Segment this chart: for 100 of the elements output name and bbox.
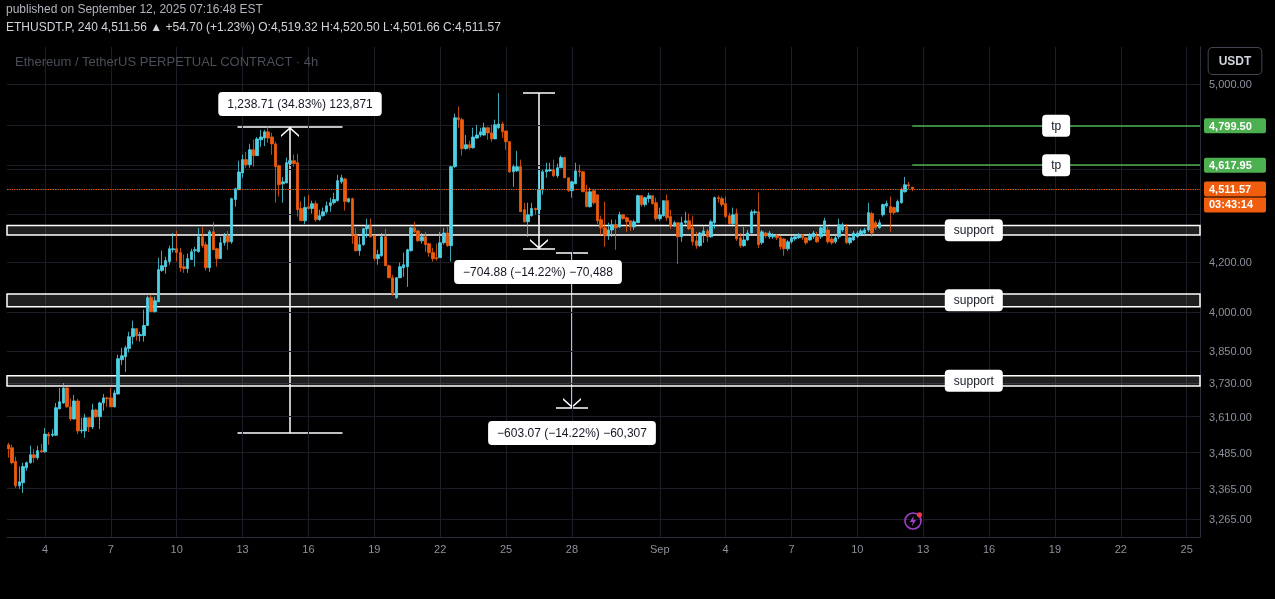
x-tick-label: 22 [1114,542,1127,555]
candlestick [534,207,537,216]
candlestick [662,200,665,218]
candlestick [310,200,314,214]
candlestick [647,192,651,204]
candlestick [47,431,50,446]
candlestick [837,218,841,240]
candlestick [424,231,427,253]
band-label: support [953,223,995,238]
y-tick-label: 3,850.00 [1209,344,1252,357]
candlestick [878,219,881,230]
text: 03:43:14 [1209,197,1254,210]
candlestick [244,151,248,169]
candlestick [329,197,332,213]
candlestick [109,387,113,408]
x-tick-label: 4 [722,542,729,555]
candlestick [186,253,189,274]
candlestick [757,192,760,249]
candlestick [486,126,490,141]
candlestick [435,243,438,261]
candlestick [263,129,266,147]
candlestick [852,230,855,242]
y-tick-label: 4,000.00 [1209,305,1252,318]
y-tick-label: 3,365.00 [1209,482,1252,495]
candlestick [226,230,230,251]
candlestick [614,219,618,251]
candlestick [797,232,801,240]
candlestick [94,408,98,419]
candlestick [691,215,694,247]
candlestick [867,202,870,233]
candlestick [80,417,83,434]
candlestick [889,196,892,233]
y-tick-label: 3,610.00 [1209,410,1252,423]
candlestick [845,223,848,245]
candlestick [603,201,607,248]
candlestick [801,233,804,241]
candlestick [629,220,632,232]
candlestick [760,229,764,246]
candlestick [643,196,647,208]
x-tick-label: 25 [1180,542,1193,555]
annotation: −704.88 (−14.22%) −70,488 [463,265,614,279]
candlestick [610,219,614,238]
x-tick-label: 4 [41,542,49,555]
annotation: −603.07 (−14.22%) −60,307 [497,426,648,440]
candlestick [490,124,493,143]
candlestick [771,232,775,240]
x-tick-label: 19 [368,542,381,555]
candlestick [808,232,812,242]
candlestick [208,229,211,273]
y-tick-label: 5,000.00 [1209,77,1252,90]
candlestick [742,226,746,248]
candlestick [87,416,91,433]
candlestick [438,231,442,259]
y-tick-label: 3,265.00 [1209,513,1252,526]
candlestick [446,226,449,248]
candlestick [83,413,87,439]
x-tick-label: 28 [565,542,579,555]
candlestick [21,462,25,494]
candlestick [706,228,709,243]
candlestick [482,122,486,137]
candlestick [607,222,610,241]
candlestick [782,237,786,257]
candlestick [248,143,252,169]
x-tick-label: 10 [170,542,183,555]
candlestick [318,209,321,222]
annotation: Ethereum / TetherUS PERPETUAL CONTRACT · 4h [15,53,319,69]
candlestick [32,448,36,464]
candlestick [72,394,76,420]
candlestick [252,139,255,168]
y-axis-title: USDT [1218,54,1252,68]
candlestick [479,127,482,138]
candlestick [702,225,705,244]
candlestick [859,228,863,237]
candlestick [654,197,658,222]
y-tick-label: 4,799.50 [1209,119,1252,132]
y-tick-label: 3,730.00 [1209,377,1252,390]
candlestick [219,236,222,260]
ref-line-label: tp [1051,118,1062,133]
candlestick [76,398,80,435]
candlestick [823,217,826,236]
candlestick [537,169,541,216]
candlestick [786,239,790,252]
candlestick [768,230,771,240]
x-tick-label: 19 [1048,542,1062,555]
candlestick [870,211,874,238]
candlestick [856,230,859,239]
x-tick-label: 16 [983,542,996,555]
chart-title: published on September 12, 2025 07:16:48 EST [6,2,264,16]
candlestick [62,382,65,405]
x-tick-label: Sep [649,542,670,555]
candlestick [526,202,530,238]
candlestick [731,207,735,226]
band-label: support [953,293,995,308]
candlestick [43,427,47,454]
candlestick [325,201,328,214]
candlestick [336,174,339,202]
candlestick [907,181,910,190]
x-tick-label: 7 [788,542,795,555]
y-tick-label: 4,200.00 [1209,256,1252,269]
candlestick [135,327,138,342]
